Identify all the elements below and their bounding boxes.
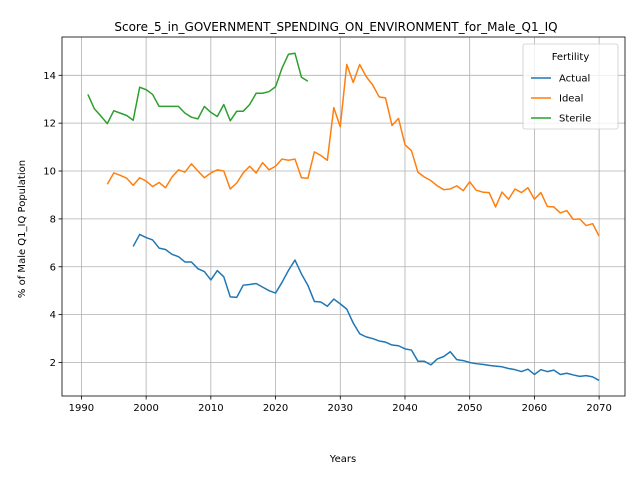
y-axis-label: % of Male Q1_IQ Population [17,160,28,298]
plot-frame [61,36,626,397]
legend: Fertility Actual Ideal Sterile [522,43,619,130]
series-lines [87,52,600,382]
y-tick-label: 8 [50,214,56,225]
y-tick-label: 12 [43,119,56,130]
series-line-sterile [87,52,309,125]
y-tick-label: 14 [43,71,56,82]
x-tick-label: 2070 [586,403,611,414]
x-tick-label: 2050 [457,403,482,414]
y-tick-label: 4 [50,310,56,321]
x-tick-label: 2000 [133,403,158,414]
series-line-ideal [106,63,600,237]
x-tick-label: 1990 [69,403,94,414]
axes: 1990 2000 2010 2020 2030 2040 2050 2060 2070 2 4 6 8… [43,71,612,414]
y-tick-label: 10 [43,167,56,178]
legend-label-actual: Actual [559,74,590,85]
x-tick-label: 2040 [392,403,417,414]
legend-label-ideal: Ideal [559,94,583,105]
x-tick-label: 2020 [263,403,288,414]
x-axis-label: Years [329,454,356,465]
x-tick-label: 2060 [522,403,547,414]
legend-label-sterile: Sterile [559,114,591,125]
legend-box [522,43,619,130]
chart-title: Score_5_in_GOVERNMENT_SPENDING_ON_ENVIRO… [114,20,557,34]
x-tick-label: 2030 [328,403,353,414]
y-tick-label: 6 [50,262,56,273]
series-line-actual [132,233,600,382]
legend-title: Fertility [552,52,590,63]
y-tick-label: 2 [50,358,56,369]
x-tick-label: 2010 [198,403,223,414]
